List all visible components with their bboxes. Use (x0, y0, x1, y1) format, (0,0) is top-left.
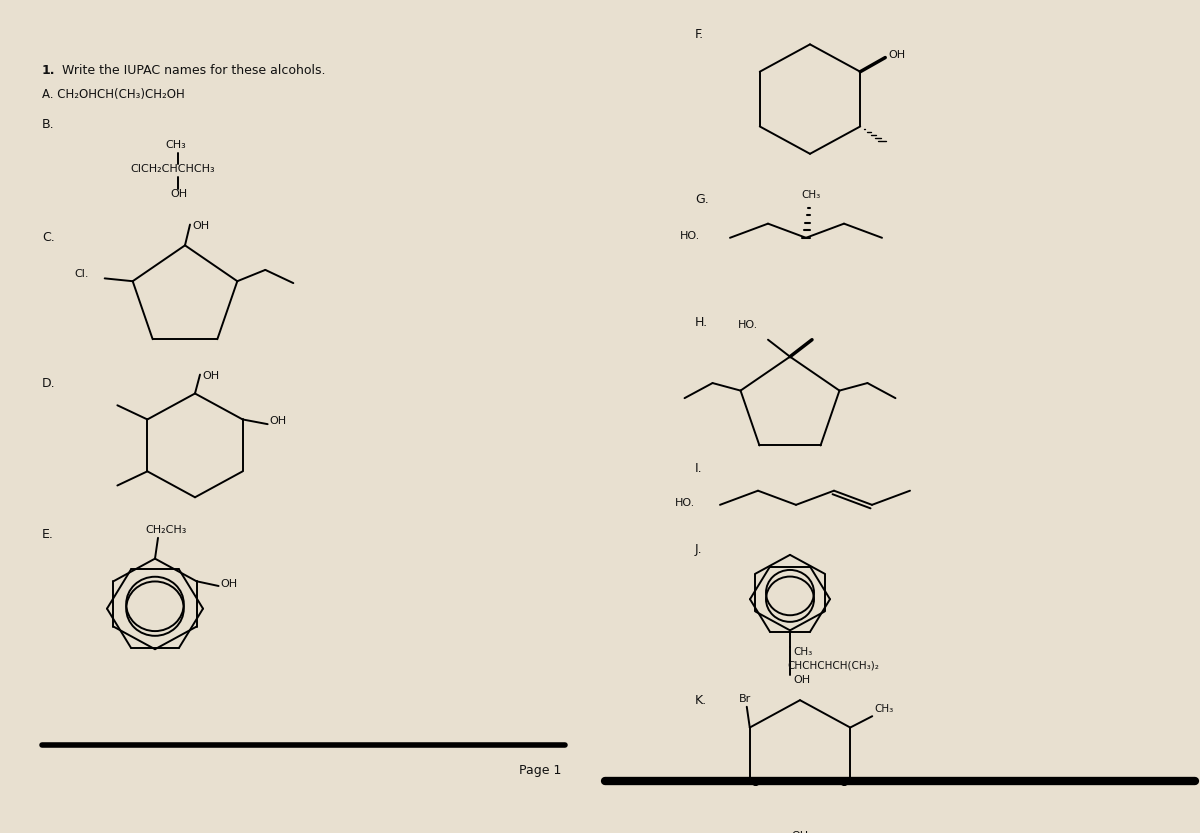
Text: Write the IUPAC names for these alcohols.: Write the IUPAC names for these alcohols… (62, 64, 325, 77)
Text: OH: OH (270, 416, 287, 426)
Text: CH₃: CH₃ (166, 140, 186, 150)
Text: Page 1: Page 1 (518, 765, 562, 777)
Text: J.: J. (695, 542, 703, 556)
Text: OH: OH (792, 831, 809, 833)
Text: F.: F. (695, 28, 704, 42)
Text: HO.: HO. (674, 498, 695, 508)
Text: 1.: 1. (42, 64, 55, 77)
Text: CH₃: CH₃ (793, 647, 812, 657)
Text: OH: OH (221, 579, 238, 589)
Text: OH: OH (888, 50, 905, 60)
Text: I.: I. (695, 462, 703, 476)
Text: OH: OH (192, 221, 209, 231)
Text: CH₃: CH₃ (802, 190, 821, 200)
Text: Cl.: Cl. (74, 269, 89, 279)
Text: HO.: HO. (738, 320, 758, 330)
Text: D.: D. (42, 377, 55, 391)
Text: CH₃: CH₃ (875, 705, 894, 715)
Text: H.: H. (695, 316, 708, 329)
Text: E.: E. (42, 528, 54, 541)
Text: CICH₂CHCHCH₃: CICH₂CHCHCH₃ (130, 164, 215, 174)
Text: CH₂CH₃: CH₂CH₃ (145, 525, 186, 535)
Text: OH: OH (793, 675, 810, 685)
Text: OH: OH (202, 371, 220, 381)
Text: OH: OH (170, 189, 187, 199)
Text: C.: C. (42, 232, 55, 244)
Text: HO.: HO. (679, 231, 700, 241)
Text: K.: K. (695, 694, 707, 706)
Text: CHCHCHCH(CH₃)₂: CHCHCHCH(CH₃)₂ (787, 661, 878, 671)
Text: G.: G. (695, 193, 709, 207)
Text: A. CH₂OHCH(CH₃)CH₂OH: A. CH₂OHCH(CH₃)CH₂OH (42, 87, 185, 101)
Text: B.: B. (42, 118, 55, 131)
Text: Br: Br (739, 694, 751, 704)
